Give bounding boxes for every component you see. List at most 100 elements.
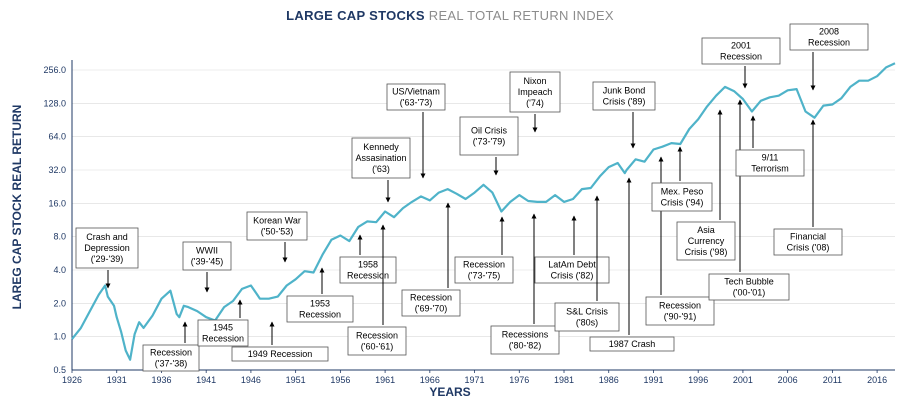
annotation-box [651,182,713,212]
annotation-text: ('60-'61) [361,342,393,352]
annotation-text: Recession [659,301,701,311]
y-tick-label: 2.0 [53,298,66,308]
annotation-box [75,227,139,269]
x-tick-label: 1996 [688,375,708,385]
annotation-recession-1949: 1949 Recession [231,321,329,362]
annotation-box [197,319,249,347]
annotation-box [386,83,446,111]
annotation-text: ('74) [526,98,544,108]
annotation-text: Recession [202,334,244,344]
annotation-text: Recession [150,348,192,358]
chart-title: LARGE CAP STOCKS REAL TOTAL RETURN INDEX [0,8,900,23]
annotation-text: ('69-'70) [415,304,447,314]
annotation-text: ('73-'79) [473,137,505,147]
annotation-text: Tech Bubble [724,277,774,287]
annotation-text: Asia [697,225,715,235]
x-tick-label: 1946 [241,375,261,385]
annotation-vietnam: US/Vietnam('63-'73) [386,83,446,179]
annotation-box [589,336,675,352]
annotation-text: ('63-'73) [400,98,432,108]
annotation-text: S&L Crisis [566,307,608,317]
annotation-text: Kennedy [363,142,399,152]
x-tick-label: 2016 [867,375,887,385]
annotation-text: Recession [410,293,452,303]
annotation-text: ('29-'39) [91,254,123,264]
x-tick-label: 2001 [733,375,753,385]
annotation-box [286,295,354,323]
annotation-text: Terrorism [751,164,789,174]
y-tick-label: 32.0 [48,165,66,175]
annotation-text: Financial [790,232,826,242]
y-tick-label: 16.0 [48,198,66,208]
x-tick-label: 1931 [107,375,127,385]
annotation-text: ('90-'91) [664,312,696,322]
x-axis-label: YEARS [429,385,471,399]
annotation-text: Depression [84,243,130,253]
annotation-box [789,23,869,51]
annotation-oil-crisis: Oil Crisis('73-'79) [459,116,519,176]
annotation-box [773,228,843,256]
annotation-text: 1958 [358,260,378,270]
annotation-box [735,149,805,177]
annotation-text: Recessions [502,330,549,340]
annotation-box [231,346,329,362]
annotation-crash-1987: 1987 Crash [589,177,675,352]
annotation-box [347,326,407,356]
annotation-text: ('00-'01) [733,288,765,298]
x-tick-label: 1966 [420,375,440,385]
annotation-box [246,211,308,241]
x-tick-label: 1961 [375,375,395,385]
x-tick-label: 2011 [823,375,842,385]
annotation-text: Recession [720,52,762,62]
annotation-box [182,241,232,271]
y-tick-label: 64.0 [48,132,66,142]
annotation-text: 2008 [819,27,839,37]
annotation-text: ('37-'38) [155,359,187,369]
annotation-text: Mex. Peso [661,187,704,197]
annotation-tech-bubble: Tech Bubble('00-'01) [708,99,790,301]
annotation-box [554,302,620,332]
y-tick-label: 256.0 [43,65,66,75]
annotation-text: Recession [356,331,398,341]
annotation-box [459,116,519,156]
annotation-text: US/Vietnam [392,87,440,97]
annotation-box [701,37,781,65]
annotation-text: Oil Crisis [471,126,507,136]
x-tick-label: 1956 [330,375,350,385]
annotation-text: Impeach [518,87,553,97]
x-tick-label: 1936 [151,375,171,385]
annotation-recession-1960: Recession('60-'61) [347,224,407,356]
annotation-recession-1990: Recession('90-'91) [645,156,715,326]
annotation-text: 1945 [213,323,233,333]
series-line [71,62,896,361]
annotation-box [142,344,200,372]
grid [72,69,895,371]
annotation-recession-1973: Recession('73-'75) [454,216,514,284]
annotation-text: Junk Bond [603,86,646,96]
annotation-box [339,256,397,284]
annotation-text: ('80s) [576,318,598,328]
annotation-box [708,273,790,301]
annotation-sl-crisis: S&L Crisis('80s) [554,195,620,332]
annotation-text: Currency [688,236,725,246]
annotation-box [351,137,411,179]
annotation-text: 1953 [310,299,330,309]
annotation-box [490,325,560,355]
x-tick-label: 1986 [599,375,619,385]
x-tick-label: 2006 [778,375,798,385]
annotation-text: 2001 [731,41,751,51]
annotation-box [509,71,561,113]
annotation-text: Crisis ('82) [551,271,594,281]
annotation-korean-war: Korean War('50-'53) [246,211,308,263]
annotation-recessions-1980: Recessions('80-'82) [490,213,560,355]
annotation-text: 9/11 [762,153,779,163]
annotation-text: ('50-'53) [261,227,293,237]
